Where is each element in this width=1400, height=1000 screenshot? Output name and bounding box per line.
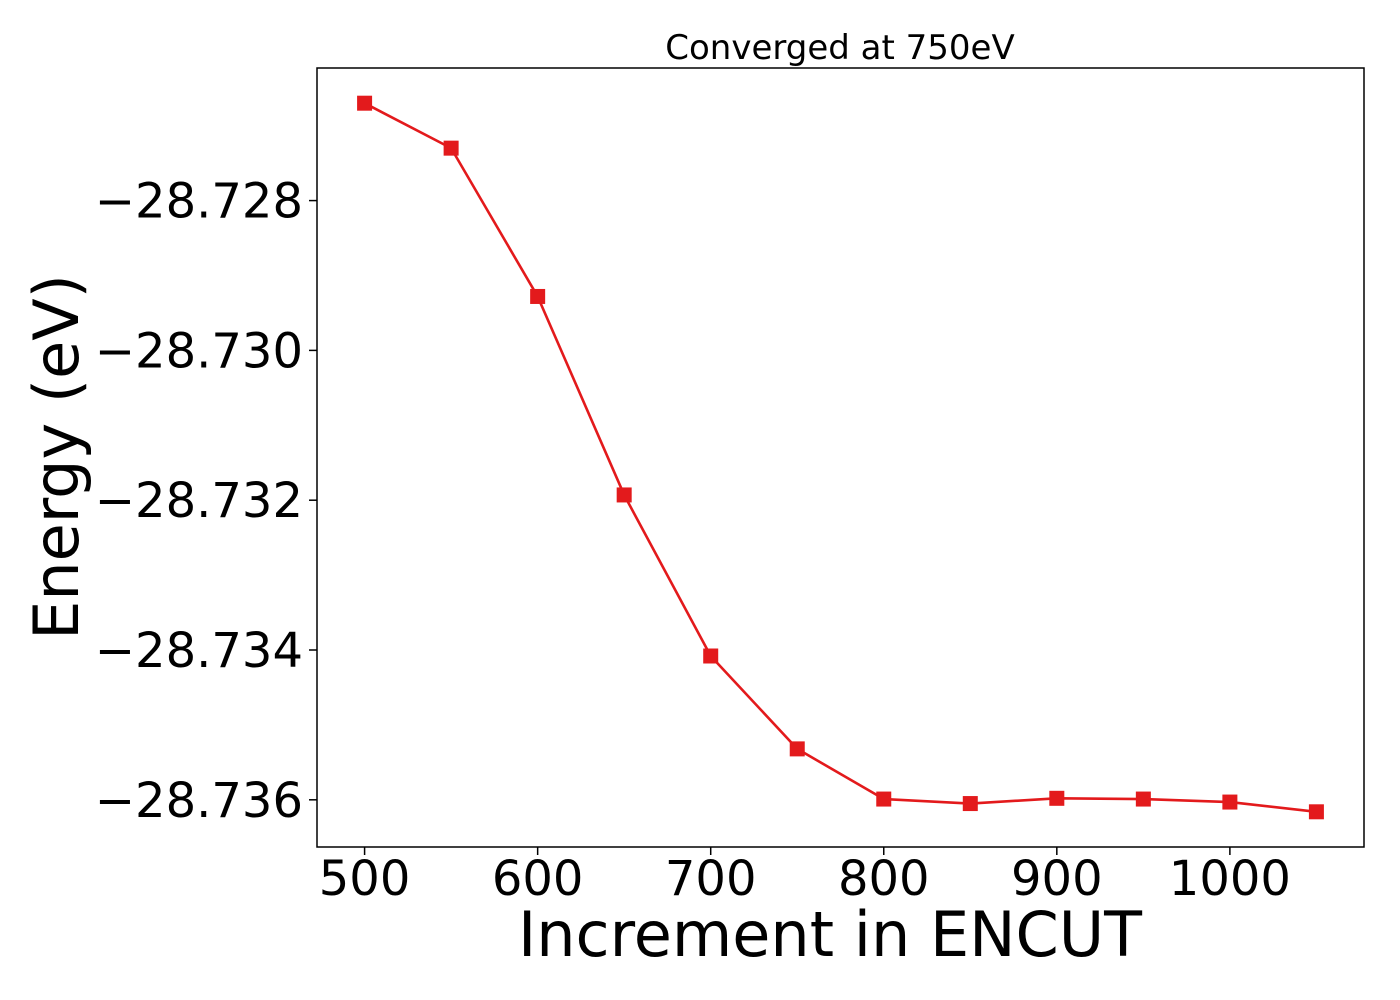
plot-frame [316,67,1365,848]
x-tick-label: 1000 [1169,851,1291,907]
data-point-marker [1222,794,1238,810]
y-tick-label: −28.736 [95,773,303,829]
x-axis-label: Increment in ENCUT [518,898,1143,971]
data-point-marker [876,791,892,807]
data-point-marker [962,796,978,812]
data-point-marker [1135,791,1151,807]
x-tick-label: 500 [319,851,411,907]
data-point-marker [789,741,805,757]
data-point-marker [1049,790,1065,806]
y-tick-label: −28.734 [95,623,303,679]
data-point-marker [616,487,632,503]
x-tick-label: 800 [838,851,930,907]
y-axis-label: Energy (eV) [20,274,93,640]
data-point-marker [530,288,546,304]
data-point-marker [703,648,719,664]
series-line [363,102,1317,814]
data-point-marker [357,95,373,111]
plot-area: 500 600 700 800 900 1000 −28.728 −28.730 −28.732… [95,67,1365,907]
y-tick-label: −28.732 [95,473,303,529]
x-tick-label: 600 [492,851,584,907]
x-tick-label: 900 [1011,851,1103,907]
y-tick-label: −28.730 [95,323,303,379]
data-point-marker [443,140,459,156]
x-tick-label: 700 [665,851,757,907]
y-tick-label: −28.728 [95,174,303,230]
data-point-marker [1308,804,1324,820]
chart-title: Converged at 750eV [665,28,1014,68]
